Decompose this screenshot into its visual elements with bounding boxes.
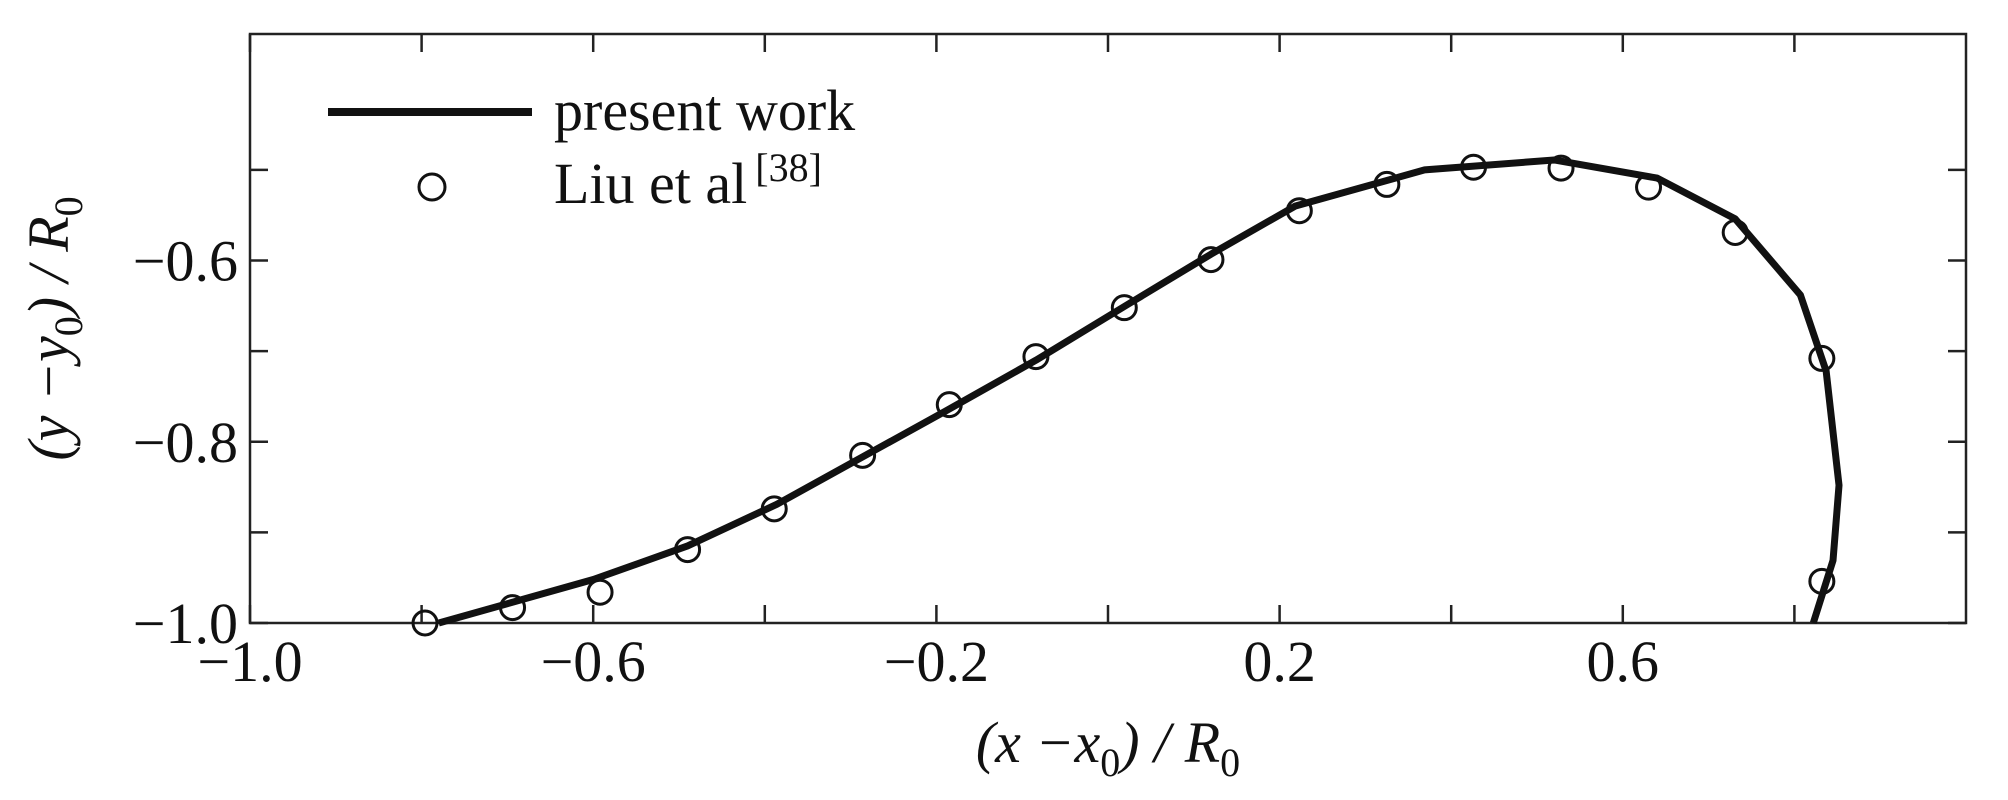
- marker: [1110, 294, 1138, 322]
- marker: [1547, 154, 1575, 182]
- marker: [1808, 344, 1836, 372]
- label-part: (x −x: [976, 710, 1101, 775]
- x-tick-label: −0.2: [884, 629, 989, 694]
- marker: [760, 495, 788, 523]
- legend-superscript: [38]: [755, 145, 822, 190]
- marker: [849, 441, 877, 469]
- marker: [1721, 218, 1749, 246]
- legend-name: present work: [554, 78, 855, 143]
- legend-swatch: [417, 172, 447, 202]
- subscript: 0: [46, 316, 91, 336]
- legend-name: Liu et al: [554, 151, 747, 216]
- curve: [437, 156, 1843, 627]
- label-part: ) / R: [16, 216, 81, 319]
- y-tick-label: −0.8: [133, 410, 238, 475]
- x-tick-label: 0.6: [1587, 629, 1660, 694]
- marker: [1460, 153, 1488, 181]
- label-part: (y −y: [16, 336, 81, 461]
- marker: [411, 609, 439, 637]
- subscript: 0: [1220, 740, 1240, 785]
- subscript: 0: [1100, 740, 1120, 785]
- ylabel-label: (y −y0) / R0: [16, 196, 91, 460]
- marker: [935, 391, 963, 419]
- plot-frame: [248, 32, 1968, 625]
- marker: [1373, 170, 1401, 198]
- legend-label: present work: [554, 78, 855, 143]
- marker: [586, 578, 614, 606]
- subscript: 0: [46, 196, 91, 216]
- legend-label: Liu et al [38]: [554, 145, 822, 216]
- marker: [1197, 246, 1225, 274]
- marker: [499, 594, 527, 622]
- y-tick-label: −0.6: [133, 229, 238, 294]
- xlabel-label: (x −x0) / R0: [976, 710, 1240, 785]
- x-tick-label: −0.6: [541, 629, 646, 694]
- marker: [1808, 567, 1836, 595]
- label-part: ) / R: [1117, 710, 1220, 775]
- marker: [1022, 343, 1050, 371]
- y-tick-label: −1.0: [133, 591, 238, 656]
- marker: [1635, 173, 1663, 201]
- x-tick-label: −1.0: [197, 629, 302, 694]
- x-tick-label: 0.2: [1243, 629, 1316, 694]
- marker: [1285, 197, 1313, 225]
- marker: [674, 536, 702, 564]
